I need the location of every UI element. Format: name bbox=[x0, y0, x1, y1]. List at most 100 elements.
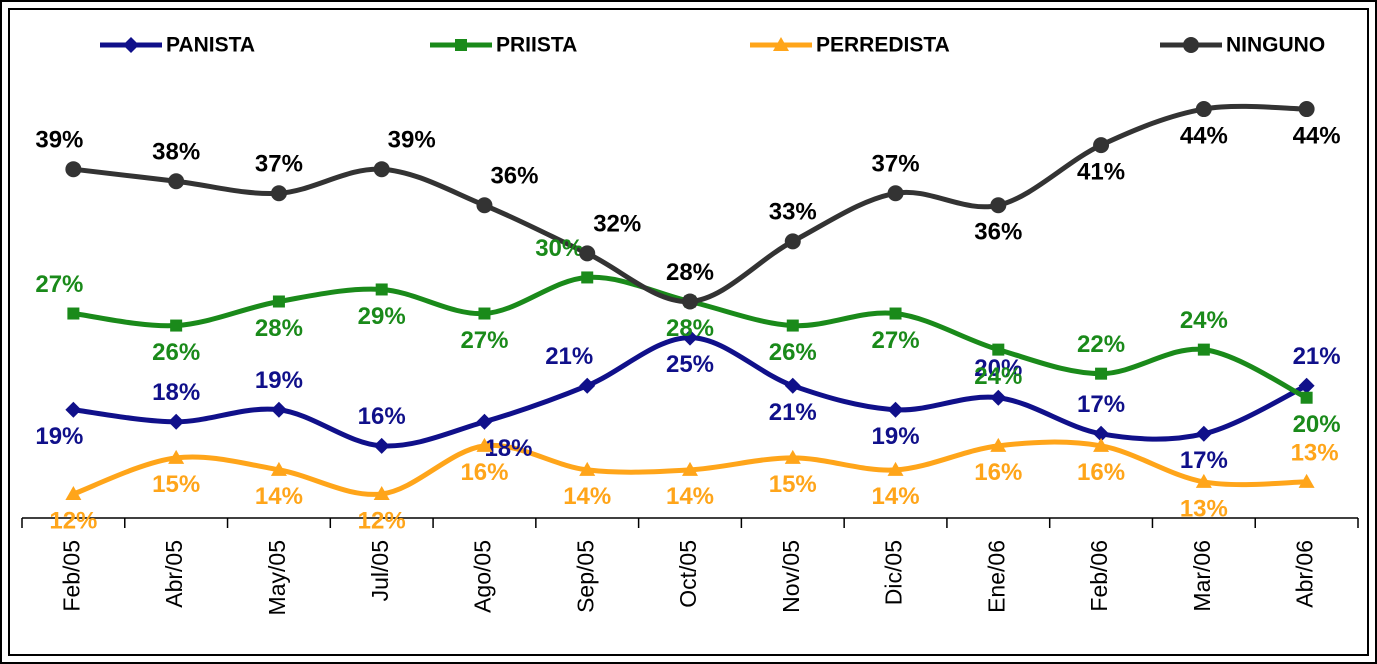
data-label: 27% bbox=[872, 327, 920, 354]
data-point bbox=[65, 485, 82, 500]
data-label: 12% bbox=[49, 507, 97, 534]
data-label: 37% bbox=[872, 151, 920, 178]
data-point bbox=[682, 293, 698, 310]
data-point bbox=[682, 329, 698, 346]
data-point bbox=[1197, 343, 1210, 356]
data-point bbox=[1298, 473, 1315, 488]
data-label: 28% bbox=[666, 259, 714, 286]
data-label: 17% bbox=[1077, 391, 1125, 418]
data-point bbox=[1195, 425, 1212, 442]
data-point bbox=[581, 271, 594, 284]
data-label: 27% bbox=[35, 271, 83, 298]
data-label: 24% bbox=[1180, 307, 1228, 334]
data-point bbox=[1093, 437, 1110, 452]
data-label: 18% bbox=[484, 435, 532, 462]
data-label: 44% bbox=[1180, 122, 1228, 149]
data-label: 16% bbox=[1077, 459, 1125, 486]
data-label: 21% bbox=[1293, 343, 1341, 370]
data-point bbox=[579, 245, 596, 262]
data-point bbox=[168, 413, 185, 430]
x-tick-label: Oct/05 bbox=[675, 540, 701, 608]
x-tick-label: Mar/06 bbox=[1189, 540, 1215, 612]
data-label: 14% bbox=[872, 483, 920, 510]
data-label: 18% bbox=[152, 379, 200, 406]
data-label: 21% bbox=[769, 399, 817, 426]
data-label: 14% bbox=[255, 483, 303, 510]
data-point bbox=[270, 185, 287, 202]
data-point bbox=[476, 197, 493, 214]
data-point bbox=[476, 437, 493, 452]
data-point bbox=[478, 307, 491, 320]
data-label: 19% bbox=[35, 423, 83, 450]
data-point bbox=[786, 319, 799, 332]
data-point bbox=[1195, 101, 1212, 118]
data-label: 20% bbox=[1293, 411, 1341, 438]
data-label: 39% bbox=[35, 127, 83, 154]
data-point bbox=[1298, 101, 1315, 118]
data-label: 37% bbox=[255, 151, 303, 178]
data-point bbox=[990, 389, 1007, 406]
data-label: 14% bbox=[666, 483, 714, 510]
data-label: 26% bbox=[152, 339, 200, 366]
data-label: 44% bbox=[1293, 122, 1341, 149]
data-point bbox=[373, 437, 390, 454]
legend-label: PRIISTA bbox=[496, 34, 577, 57]
data-point bbox=[990, 197, 1007, 214]
data-label: 27% bbox=[460, 327, 508, 354]
data-label: 41% bbox=[1077, 158, 1125, 185]
data-point bbox=[270, 461, 287, 476]
data-point bbox=[887, 185, 904, 202]
data-point bbox=[784, 377, 801, 394]
data-point bbox=[887, 461, 904, 476]
data-label: 24% bbox=[974, 363, 1022, 390]
data-label: 16% bbox=[974, 459, 1022, 486]
data-point bbox=[1195, 473, 1212, 488]
data-point bbox=[67, 307, 80, 320]
data-point bbox=[579, 377, 596, 394]
data-label: 22% bbox=[1077, 331, 1125, 358]
x-tick-label: Feb/06 bbox=[1086, 540, 1112, 612]
data-point bbox=[579, 461, 596, 476]
data-label: 21% bbox=[545, 343, 593, 370]
legend-label: PANISTA bbox=[166, 34, 255, 57]
data-label: 19% bbox=[872, 423, 920, 450]
data-point bbox=[889, 307, 902, 320]
data-point bbox=[270, 401, 287, 418]
x-tick-label: Dic/05 bbox=[881, 540, 907, 605]
x-tick-label: Ene/06 bbox=[983, 540, 1009, 613]
data-point bbox=[373, 161, 390, 178]
data-point bbox=[170, 319, 183, 332]
data-point bbox=[1298, 377, 1315, 394]
x-tick-label: Abr/06 bbox=[1292, 540, 1318, 608]
data-label: 15% bbox=[769, 471, 817, 498]
legend-label: PERREDISTA bbox=[816, 34, 950, 57]
legend-marker bbox=[1183, 37, 1199, 53]
data-label: 32% bbox=[593, 211, 641, 238]
data-point bbox=[373, 485, 390, 500]
data-point bbox=[784, 449, 801, 464]
x-tick-label: Nov/05 bbox=[778, 540, 804, 613]
x-tick-label: Abr/05 bbox=[161, 540, 187, 608]
data-label: 19% bbox=[255, 367, 303, 394]
data-label: 20% bbox=[974, 355, 1022, 382]
data-point bbox=[272, 295, 285, 308]
x-tick-label: Sep/05 bbox=[572, 540, 598, 613]
data-label: 16% bbox=[460, 459, 508, 486]
data-label: 13% bbox=[1180, 495, 1228, 522]
data-point bbox=[990, 437, 1007, 452]
data-label: 38% bbox=[152, 139, 200, 166]
data-point bbox=[375, 283, 388, 296]
data-label: 36% bbox=[490, 163, 538, 190]
x-tick-label: Ago/05 bbox=[470, 540, 496, 613]
data-point bbox=[784, 233, 801, 250]
data-point bbox=[1093, 425, 1110, 442]
data-point bbox=[476, 413, 493, 430]
data-label: 13% bbox=[1291, 439, 1339, 466]
data-point bbox=[168, 449, 185, 464]
legend-marker bbox=[123, 37, 139, 53]
data-point bbox=[1300, 391, 1313, 404]
data-label: 16% bbox=[358, 403, 406, 430]
data-point bbox=[65, 161, 82, 178]
